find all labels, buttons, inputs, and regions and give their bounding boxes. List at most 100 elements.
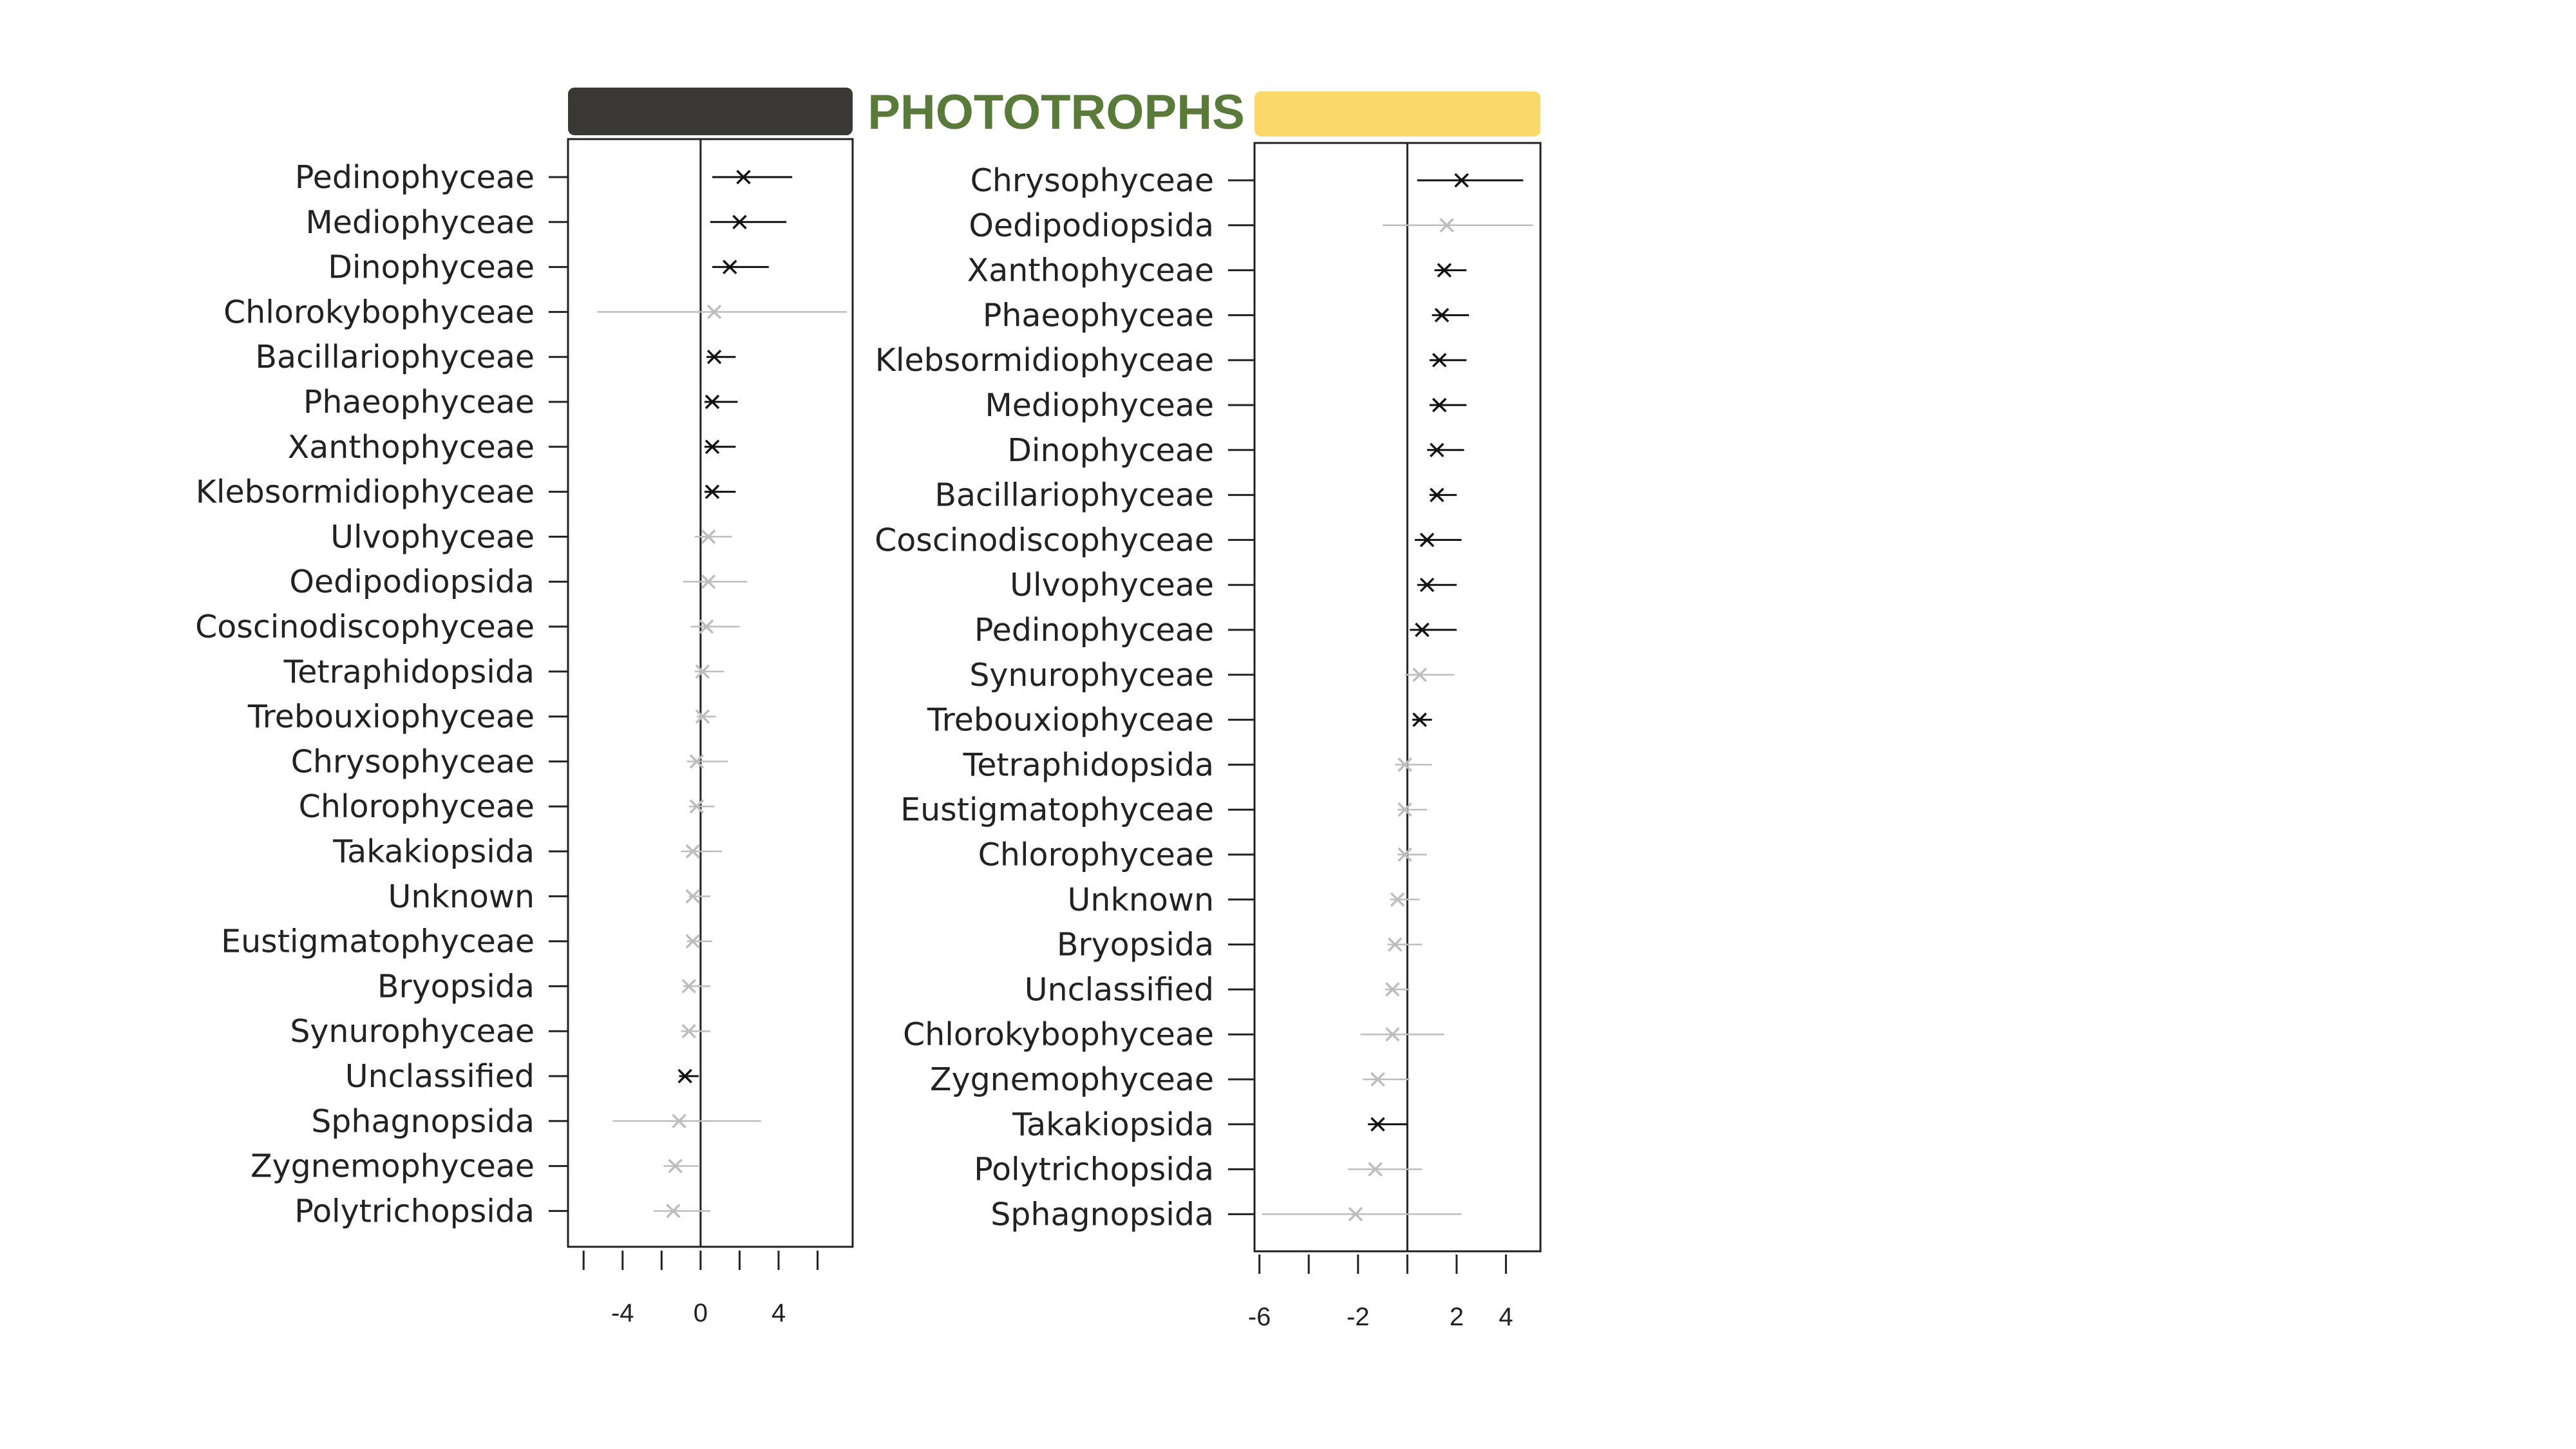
estimate-cross-b [1385, 982, 1400, 997]
estimate-cross-b [689, 799, 705, 814]
estimate-cross-b [1412, 667, 1427, 683]
estimate-marker [701, 574, 716, 589]
estimate-marker [1434, 308, 1450, 323]
estimate-cross-b [705, 484, 720, 499]
category-label: Takakiopsida [1012, 1106, 1214, 1143]
estimate-marker [1419, 533, 1435, 547]
estimate-marker [685, 844, 700, 859]
category-label: Pedinophyceae [295, 159, 535, 196]
estimate-cross-b [1415, 622, 1430, 638]
left-panel: -4 0 4 Pedinophyceae Mediophyceae Dinophyceae… [195, 88, 854, 1327]
estimate-marker [1370, 1072, 1385, 1087]
estimate-cross-b [1370, 1117, 1385, 1132]
estimate-cross-b [668, 1159, 683, 1173]
category-label: Xanthophyceae [288, 429, 535, 466]
estimate-cross-b [706, 349, 722, 365]
estimate-cross-b [1419, 533, 1435, 547]
estimate-cross-b [1385, 1027, 1400, 1042]
category-label: Sphagnopsida [990, 1196, 1214, 1233]
category-label: Synurophyceae [969, 657, 1214, 694]
estimate-cross-b [1432, 352, 1447, 368]
estimate-cross-b [1437, 263, 1452, 278]
estimate-marker [701, 529, 716, 544]
category-label: Unknown [1068, 882, 1214, 918]
plot-frame [1253, 142, 1542, 1253]
estimate-marker [672, 1113, 687, 1129]
category-label: Ulvophyceae [330, 518, 535, 555]
category-label: Dinophyceae [1007, 432, 1214, 469]
category-label: Zygnemophyceae [251, 1148, 535, 1185]
estimate-cross-b [1397, 847, 1412, 862]
estimate-cross-b [1439, 218, 1454, 233]
figure-title: PHOTOTROPHS [867, 85, 1245, 140]
estimate-marker [695, 664, 710, 679]
estimate-cross-b [1430, 488, 1444, 502]
panel-header-bar [568, 88, 853, 135]
category-label: Bryopsida [1057, 927, 1214, 963]
category-label: Ulvophyceae [1010, 567, 1214, 603]
estimate-cross-b [1370, 1072, 1385, 1087]
plot-frame [567, 138, 854, 1248]
estimate-marker [1348, 1207, 1363, 1222]
x-tick-label: -6 [1248, 1303, 1271, 1331]
estimate-cross-b [1412, 712, 1427, 727]
estimate-marker [1397, 847, 1412, 862]
category-label: Chlorophyceae [299, 788, 535, 825]
category-label: Eustigmatophyceae [221, 923, 535, 960]
estimate-cross-b [689, 754, 705, 769]
category-label: Oedipodiopsida [969, 207, 1214, 244]
category-label: Chlorokybophyceae [903, 1016, 1214, 1053]
estimate-marker [1387, 937, 1403, 952]
category-label: Chrysophyceae [971, 162, 1214, 199]
estimate-marker [705, 394, 720, 410]
estimate-marker [1397, 802, 1412, 817]
category-label: Unclassified [345, 1058, 535, 1095]
category-label: Mediophyceae [305, 204, 535, 241]
x-tick-label: 4 [772, 1299, 786, 1327]
estimate-cross-b [1432, 397, 1447, 413]
estimate-cross-b [685, 844, 700, 859]
category-label: Polytrichopsida [294, 1193, 535, 1229]
estimate-cross-b [1430, 442, 1444, 458]
estimate-marker [1430, 488, 1444, 502]
estimate-cross-b [677, 1068, 692, 1084]
x-tick-label: 4 [1499, 1303, 1513, 1331]
estimate-cross-b [705, 394, 720, 410]
category-label: Tetraphidopsida [963, 746, 1214, 783]
category-label: Bacillariophyceae [255, 339, 535, 375]
estimate-marker [689, 754, 705, 769]
estimate-marker [1454, 173, 1469, 188]
estimate-marker [681, 979, 696, 994]
category-label: Zygnemophyceae [930, 1061, 1214, 1098]
estimate-marker [1432, 397, 1447, 413]
x-tick-label: -2 [1347, 1303, 1370, 1331]
category-label: Polytrichopsida [974, 1151, 1214, 1188]
category-label: Phaeophyceae [303, 384, 535, 421]
estimate-cross-b [706, 305, 722, 319]
estimate-marker [705, 439, 720, 455]
estimate-cross-b [681, 1023, 696, 1039]
estimate-marker [681, 1023, 696, 1039]
estimate-marker [1370, 1117, 1385, 1132]
estimate-cross-b [1419, 577, 1435, 592]
estimate-marker [699, 619, 714, 634]
estimate-cross-b [1387, 937, 1403, 952]
estimate-cross-b [681, 979, 696, 994]
estimate-cross-b [736, 169, 751, 185]
estimate-marker [1430, 442, 1444, 458]
category-label: Trebouxiophyceae [927, 702, 1214, 739]
category-label: Synurophyceae [290, 1013, 535, 1050]
estimate-cross-b [1434, 308, 1450, 323]
category-label: Xanthophyceae [967, 252, 1214, 289]
estimate-marker [695, 709, 710, 724]
estimate-marker [689, 799, 705, 814]
estimate-cross-b [695, 709, 710, 724]
category-label: Klebsormidiophyceae [875, 342, 1214, 379]
estimate-marker [1385, 982, 1400, 997]
estimate-cross-b [695, 664, 710, 679]
x-tick-label: -4 [611, 1299, 634, 1327]
estimate-marker [666, 1204, 681, 1218]
category-label: Klebsormidiophyceae [196, 474, 535, 511]
estimate-cross-b [1368, 1162, 1383, 1177]
category-label: Bryopsida [377, 968, 535, 1005]
